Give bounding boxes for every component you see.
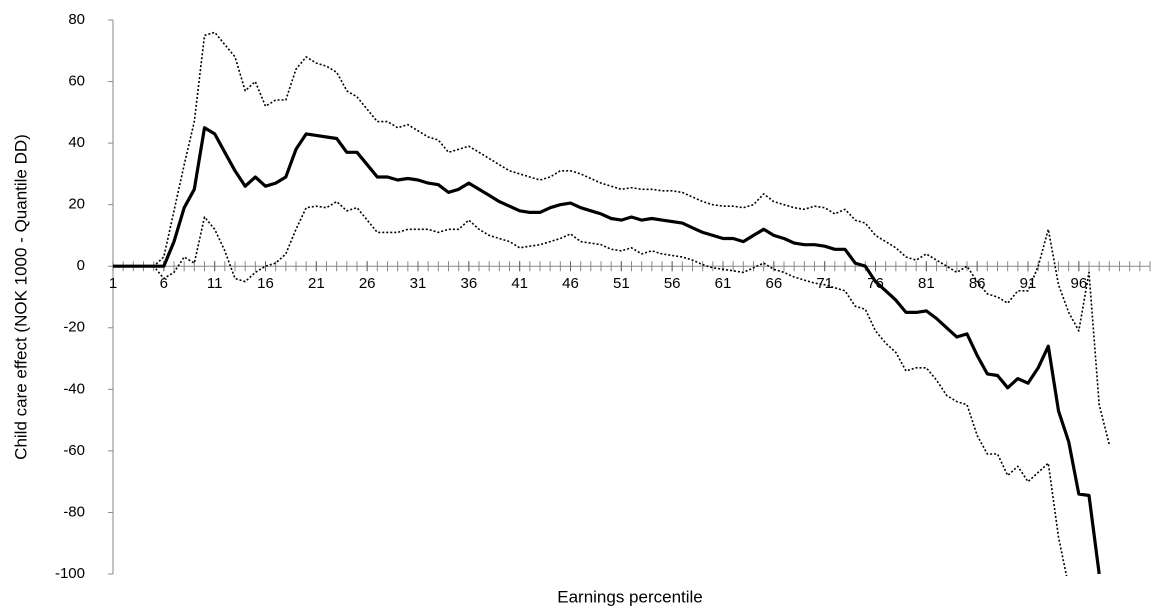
- y-tick-label: -60: [63, 442, 85, 459]
- y-tick-label: 80: [68, 11, 85, 28]
- y-tick-label: 60: [68, 73, 85, 90]
- confidence-line: [113, 31, 1111, 445]
- x-tick-label: 66: [765, 275, 782, 292]
- y-tick-label: 0: [77, 257, 85, 274]
- y-axis-title: Child care effect (NOK 1000 - Quantile D…: [11, 134, 30, 460]
- x-tick-label: 46: [562, 275, 579, 292]
- y-tick-label: -20: [63, 319, 85, 336]
- x-tick-label: 61: [715, 275, 732, 292]
- x-tick-label: 56: [664, 275, 681, 292]
- x-tick-label: 6: [160, 275, 168, 292]
- x-tick-label: 71: [816, 275, 833, 292]
- x-tick-label: 41: [511, 275, 528, 292]
- y-tick-label: -100: [55, 565, 85, 582]
- x-tick-label: 81: [918, 275, 935, 292]
- x-tick-label: 31: [410, 275, 427, 292]
- y-tick-label: -40: [63, 380, 85, 397]
- y-tick-label: -80: [63, 503, 85, 520]
- x-tick-label: 36: [460, 275, 477, 292]
- x-tick-label: 51: [613, 275, 630, 292]
- y-tick-label: 40: [68, 134, 85, 151]
- x-tick-label: 16: [257, 275, 274, 292]
- x-tick-label: 1: [109, 275, 117, 292]
- x-tick-label: 86: [969, 275, 986, 292]
- x-tick-label: 21: [308, 275, 325, 292]
- y-tick-label: 20: [68, 196, 85, 213]
- x-tick-label: 11: [207, 275, 223, 292]
- x-tick-label: 96: [1070, 275, 1087, 292]
- x-tick-label: 26: [359, 275, 376, 292]
- x-axis-title: Earnings percentile: [557, 587, 703, 606]
- x-tick-label: 91: [1020, 275, 1037, 292]
- estimate-line: [113, 126, 1101, 575]
- confidence-line: [113, 200, 1068, 576]
